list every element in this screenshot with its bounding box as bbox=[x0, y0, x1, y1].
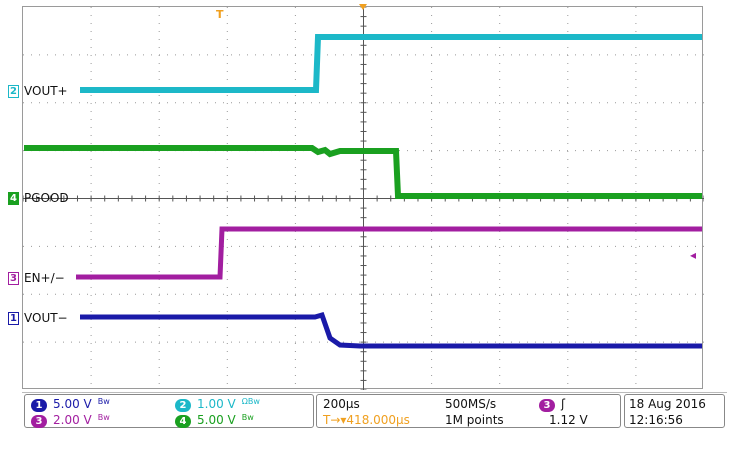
ch3-setting[interactable]: 3 2.00 V Bw bbox=[31, 413, 110, 428]
status-bar: 1 5.00 V Bw 2 1.00 V ΩBw 3 2.00 V Bw 4 5.00 V Bw… bbox=[22, 392, 727, 428]
trigger-position-prefix: T→▾ bbox=[323, 413, 347, 427]
sample-rate: 500MS/s bbox=[445, 397, 497, 411]
channel-1-label: VOUT− bbox=[24, 311, 68, 325]
ch4-badge: 4 bbox=[175, 415, 191, 428]
ch4-bw-icon: Bw bbox=[241, 413, 254, 422]
trigger-position: T→▾418.000µs bbox=[323, 413, 410, 427]
trigger-level: 1.12 V bbox=[549, 413, 588, 427]
trigger-position-value: 418.000µs bbox=[346, 413, 410, 427]
graticule-grid bbox=[23, 7, 704, 390]
timebase: 200µs bbox=[323, 397, 360, 411]
ch2-setting[interactable]: 2 1.00 V ΩBw bbox=[175, 397, 260, 412]
ch1-bw-icon: Bw bbox=[97, 397, 110, 406]
ch4-setting[interactable]: 4 5.00 V Bw bbox=[175, 413, 254, 428]
date: 18 Aug 2016 bbox=[629, 397, 706, 411]
channel-2-label: VOUT+ bbox=[24, 84, 68, 98]
channel-4-label: PGOOD bbox=[24, 191, 69, 205]
channel-1-marker[interactable]: 1 bbox=[8, 312, 19, 325]
ch1-setting[interactable]: 1 5.00 V Bw bbox=[31, 397, 110, 412]
trigger-level-arrow[interactable]: ◂ bbox=[690, 248, 697, 262]
ch2-badge: 2 bbox=[175, 399, 191, 412]
trigger-position-marker[interactable]: T bbox=[216, 8, 224, 21]
ch2-scale: 1.00 V bbox=[197, 397, 236, 411]
vertical-settings-box[interactable]: 1 5.00 V Bw 2 1.00 V ΩBw 3 2.00 V Bw 4 5.00 V Bw bbox=[24, 394, 314, 428]
trigger-slope-icon: ʃ bbox=[561, 397, 566, 411]
channel-4-marker[interactable]: 4 bbox=[8, 192, 19, 205]
channel-2-marker[interactable]: 2 bbox=[8, 85, 19, 98]
ch3-scale: 2.00 V bbox=[53, 413, 92, 427]
ch1-badge: 1 bbox=[31, 399, 47, 412]
trigger-source-badge: 3 bbox=[539, 399, 555, 412]
ch3-bw-icon: Bw bbox=[97, 413, 110, 422]
ch3-badge: 3 bbox=[31, 415, 47, 428]
time: 12:16:56 bbox=[629, 413, 683, 427]
channel-3-marker[interactable]: 3 bbox=[8, 272, 19, 285]
ch4-scale: 5.00 V bbox=[197, 413, 236, 427]
datetime-box: 18 Aug 2016 12:16:56 bbox=[624, 394, 725, 428]
record-length: 1M points bbox=[445, 413, 504, 427]
ch1-scale: 5.00 V bbox=[53, 397, 92, 411]
graticule bbox=[22, 6, 704, 390]
ch2-bw-icon: ΩBw bbox=[241, 397, 260, 406]
channel-3-label: EN+/− bbox=[24, 271, 65, 285]
trigger-center-marker bbox=[359, 4, 367, 10]
